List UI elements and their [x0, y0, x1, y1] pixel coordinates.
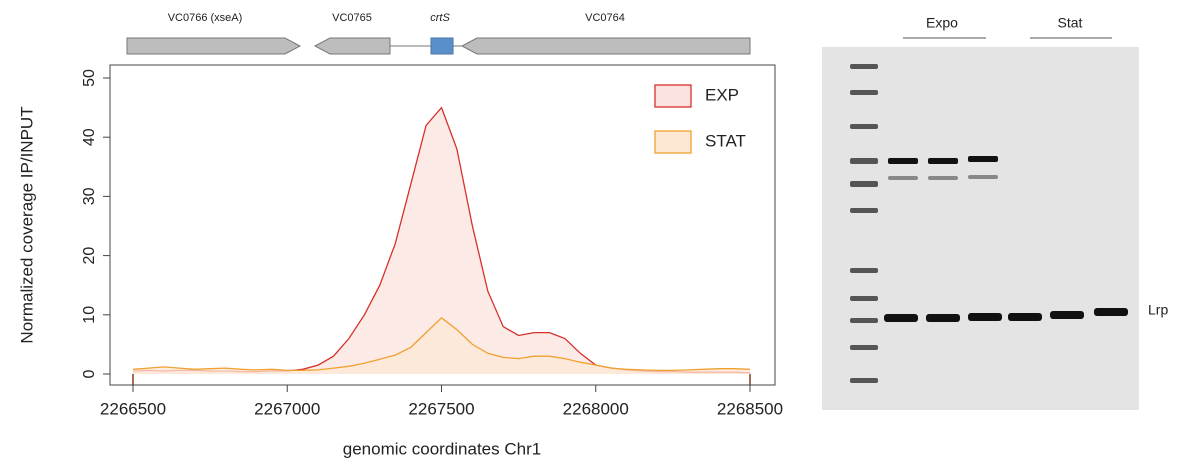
y-tick-label: 40	[81, 128, 98, 146]
plot-frame	[109, 64, 776, 386]
gene-label: VC0764	[585, 12, 625, 24]
x-tick-label: 2268000	[563, 399, 629, 418]
ladder-band	[850, 318, 878, 323]
band	[928, 158, 958, 164]
legend-swatch	[654, 84, 692, 108]
gel	[822, 47, 1139, 410]
area-fill	[133, 317, 750, 374]
band	[926, 314, 960, 322]
ladder-band	[850, 345, 878, 350]
x-tick-label: 2267500	[408, 399, 474, 418]
band	[968, 156, 998, 162]
band	[1008, 313, 1042, 321]
band	[1094, 308, 1128, 316]
gene-label: crtS	[430, 12, 450, 24]
gel-background	[822, 47, 1139, 410]
gene-label: VC0766 (xseA)	[168, 12, 243, 24]
gene-arrow	[313, 37, 391, 55]
gene-arrow	[126, 37, 302, 55]
gene-arrow	[460, 37, 751, 55]
x-tick-label: 2266500	[100, 399, 166, 418]
band	[968, 313, 1002, 321]
x-axis-title: genomic coordinates Chr1	[343, 439, 541, 458]
ladder-band	[850, 268, 878, 273]
y-tick-label: 10	[81, 306, 98, 324]
ladder	[850, 64, 878, 383]
ladder-band	[850, 64, 878, 69]
series-line	[132, 316, 751, 372]
band	[884, 314, 918, 322]
y-tick-label: 50	[81, 69, 98, 87]
band	[1050, 311, 1084, 319]
y-tick-label: 0	[81, 369, 98, 378]
y-axis-title: Normalized coverage IP/INPUT	[17, 106, 36, 343]
y-tick-label: 20	[81, 247, 98, 265]
gene-track	[126, 37, 751, 55]
ladder-band	[850, 90, 878, 95]
band-label: Lrp	[1148, 302, 1168, 318]
ladder-band	[850, 296, 878, 301]
gel-group-label: Expo	[926, 15, 958, 31]
gel-group-label: Stat	[1058, 15, 1083, 31]
gene-label: VC0765	[332, 12, 372, 24]
gene-box	[430, 37, 454, 55]
x-tick-label: 2267000	[254, 399, 320, 418]
ladder-band	[850, 158, 878, 164]
sample-bands	[884, 156, 1128, 322]
legend-label: EXP	[705, 85, 739, 104]
x-tick-label: 2268500	[717, 399, 783, 418]
ladder-band	[850, 124, 878, 129]
band	[888, 176, 918, 180]
y-tick-label: 30	[81, 187, 98, 205]
ladder-band	[850, 208, 878, 213]
band	[928, 176, 958, 180]
area-fill	[133, 107, 750, 374]
legend-swatch	[654, 130, 692, 154]
band	[968, 175, 998, 179]
legend-label: STAT	[705, 131, 746, 150]
ladder-band	[850, 181, 878, 187]
plot: 0 10 20 30 40 50 2266500 2267000 2267500 2268000 2…	[81, 69, 783, 418]
band	[888, 158, 918, 164]
ladder-band	[850, 378, 878, 383]
